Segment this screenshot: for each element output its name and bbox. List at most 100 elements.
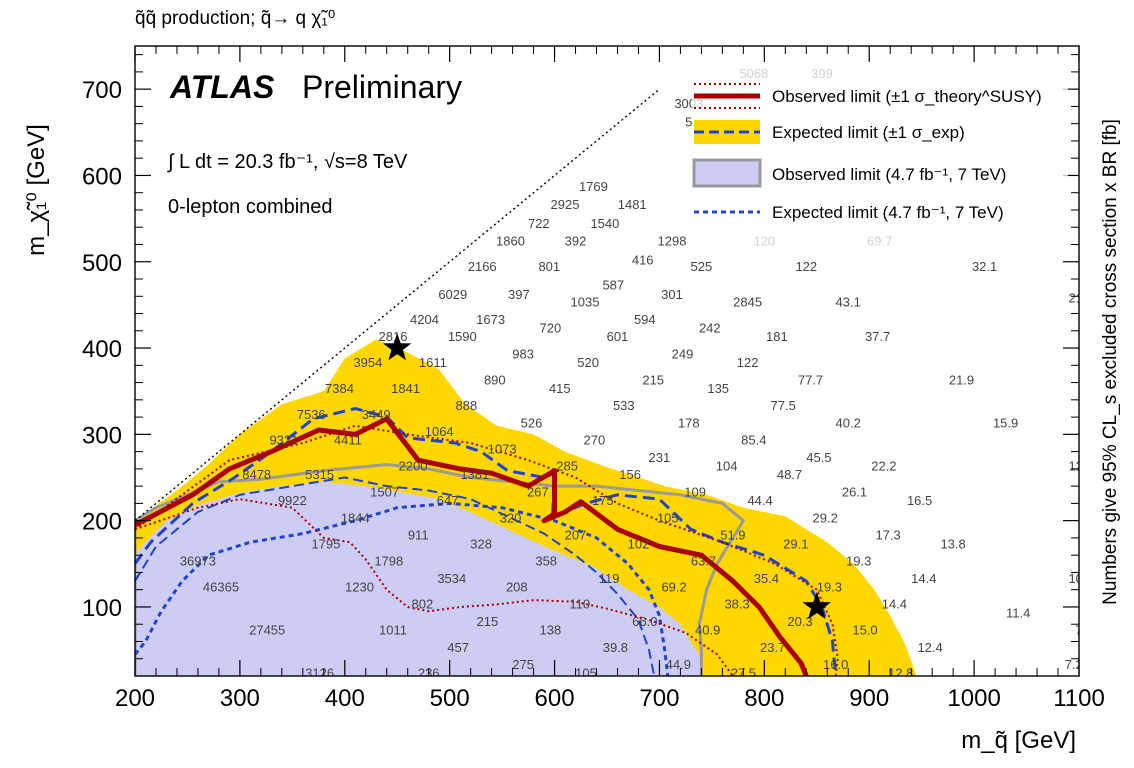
cross-section-value: 10.5 [1068,571,1093,586]
cross-section-value: 37.7 [865,329,890,344]
cross-section-value: 1073 [488,441,517,456]
cross-section-value: 416 [632,252,654,267]
cross-section-value: 594 [634,312,656,327]
y-tick-label: 100 [82,595,122,622]
cross-section-value: 36973 [180,554,216,569]
cross-section-value: 5 [685,114,692,129]
kinematic-diagonal [135,88,660,522]
cross-section-value: 2845 [733,295,762,310]
obs7-outline [135,463,746,676]
cross-section-value: 320 [500,510,522,525]
cross-section-value: 12.8 [888,666,913,681]
cross-section-value: 77.7 [798,372,823,387]
x-tick-label: 900 [849,685,889,712]
x-tick-label: 400 [325,685,365,712]
cross-section-value: 1298 [658,233,687,248]
plot-area: 5068399300351769292514817221540129812069… [135,66,1093,681]
cross-section-value: 601 [607,329,629,344]
x-tick-label: 300 [220,685,260,712]
cross-section-value: 22.2 [871,459,896,474]
cross-section-value: 77.5 [771,398,796,413]
cross-section-value: 215 [477,614,499,629]
cross-section-value: 525 [691,259,713,274]
cross-section-value: 392 [565,233,587,248]
legend-obs7-swatch [692,158,762,188]
cross-section-value: 983 [512,346,534,361]
cross-section-value: 208 [506,579,528,594]
y-tick-label: 600 [82,163,122,190]
x-tick-label: 600 [535,685,575,712]
analysis-label: 0-lepton combined [168,196,333,218]
cross-section-value: 32.1 [972,259,997,274]
cross-section-value: 17.3 [875,528,900,543]
cross-section-value: 156 [619,467,641,482]
cross-section-value: 285 [556,459,578,474]
cross-section-value: 397 [508,287,530,302]
cross-section-value: 301 [661,287,683,302]
cross-section-value: 29.2 [813,510,838,525]
cross-section-value: 51.9 [720,528,745,543]
benchmark-star [383,333,412,361]
expected-minus-line [135,476,656,676]
cross-section-value: 38.3 [724,597,749,612]
cross-section-value: 2816 [379,329,408,344]
cross-section-value: 249 [672,346,694,361]
cross-section-value: 888 [456,398,478,413]
cross-section-value: 46365 [203,579,239,594]
cross-section-value: 20.3 [787,614,812,629]
cross-section-value: 109 [684,485,706,500]
cross-section-value: 9922 [278,493,307,508]
cross-section-value: 9321 [269,433,298,448]
cross-section-value: 4204 [410,312,439,327]
cross-section-value: 890 [484,372,506,387]
cross-section-value: 45.5 [806,450,831,465]
plot-frame [134,45,1080,677]
cross-section-value: 533 [613,398,635,413]
cross-section-value: 175 [592,493,614,508]
cross-section-value: 119 [599,571,620,586]
cross-section-value: 16.0 [823,657,848,672]
cross-section-value: 1673 [476,312,505,327]
cross-section-value: 19.3 [846,554,871,569]
exp7-line [135,501,670,676]
cross-section-value: 4411 [334,433,362,448]
x-tick-label: 800 [744,685,784,712]
y-axis-label: m_χ̃₁⁰ [GeV] [23,124,50,256]
filled-regions [135,339,917,676]
cross-section-value: 267 [527,485,549,500]
cross-section-value: 457 [447,640,469,655]
cross-section-value: 3449 [362,407,391,422]
preliminary-label: Preliminary [302,69,462,105]
cross-section-value: 1064 [425,424,454,439]
cross-section-value: 138 [540,623,562,638]
cross-section-value: 27455 [249,623,285,638]
cross-section-value: 1841 [391,381,420,396]
cross-section-value: 647 [437,493,459,508]
benchmark-star [802,592,831,620]
cross-section-value: 44.4 [747,493,772,508]
cross-section-value: 40.9 [695,623,720,638]
cross-section-value: 7536 [297,407,326,422]
y-tick-label: 500 [82,250,122,277]
cross-section-value: 85.4 [741,433,766,448]
observed-minus-line [135,498,734,676]
cross-section-value: 26.1 [842,485,867,500]
cross-section-value: 720 [540,321,562,336]
cross-section-value: 44.9 [666,657,691,672]
cross-section-value: 6029 [438,287,467,302]
cross-section-value: 1540 [590,216,619,231]
cross-section-value: 1035 [571,295,600,310]
cross-section-value: 2925 [551,197,580,212]
cross-section-value: 911 [408,528,429,543]
cross-section-value: 358 [535,554,557,569]
luminosity-label: ∫ L dt = 20.3 fb⁻¹, √s=8 TeV [167,151,408,173]
legend-obs7-label: Observed limit (4.7 fb⁻¹, 7 TeV) [772,165,1006,184]
y-tick-label: 200 [82,509,122,536]
x-tick-label: 1000 [947,685,1000,712]
legend-observed-label: Observed limit (±1 σ_theory^SUSY) [772,87,1042,106]
y-tick-label: 700 [82,77,122,104]
cross-section-value: 1860 [496,233,525,248]
x-axis-label: m_q̃ [GeV] [961,727,1076,754]
cross-section-value: 13.8 [940,536,965,551]
cross-section-value: 105 [657,510,679,525]
